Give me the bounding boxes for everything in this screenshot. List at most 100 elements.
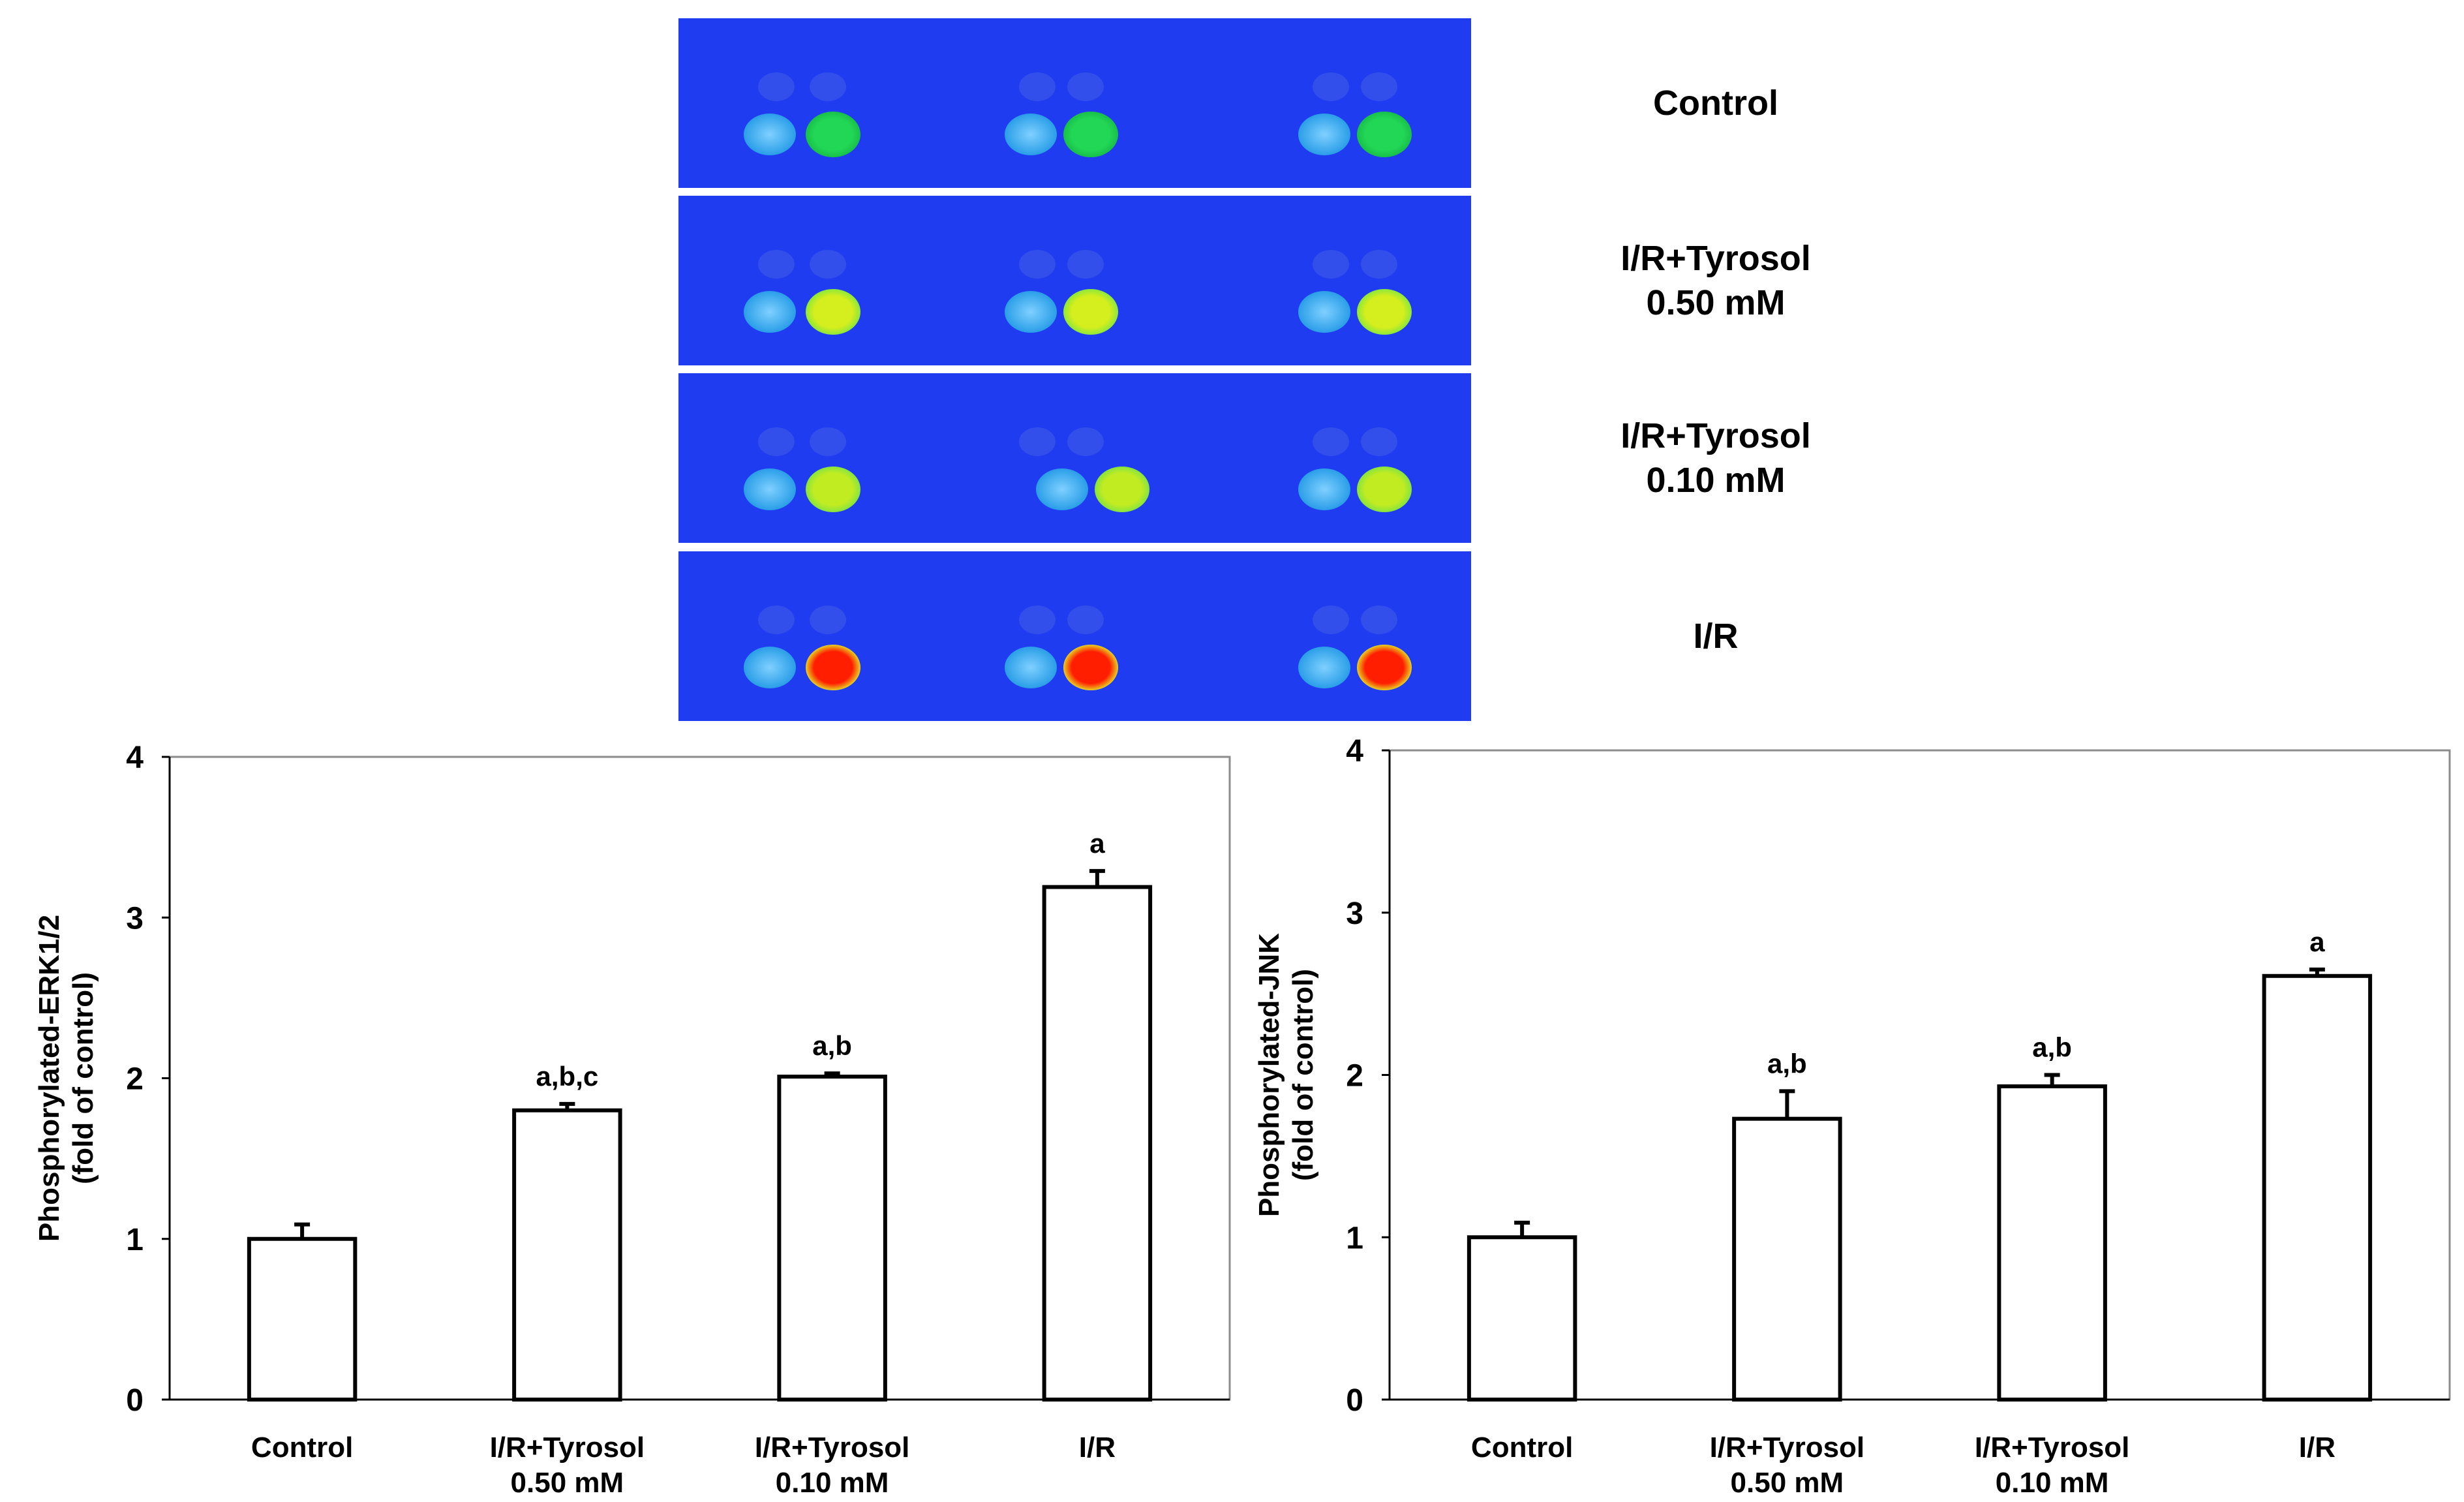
x-tick-label: I/R+Tyrosol: [1975, 1432, 2130, 1464]
dot-blot-panel: [678, 18, 1471, 721]
reference-spot: [744, 291, 796, 333]
bar: [1467, 1235, 1577, 1402]
blot-faint-spot: [1067, 605, 1104, 634]
x-tick-label: 0.50 mM: [1731, 1467, 1844, 1499]
bar: [777, 1075, 887, 1402]
phospho-spot: [806, 467, 860, 512]
y-tick-label: 3: [126, 901, 144, 936]
phospho-spot: [806, 112, 860, 157]
reference-spot: [1298, 647, 1350, 688]
bar: [1732, 1116, 1842, 1402]
blot-faint-spot: [1019, 250, 1056, 279]
x-tick-label: I/R+Tyrosol: [1710, 1432, 1865, 1464]
y-tick-label: 1: [1346, 1221, 1363, 1255]
blot-faint-spot: [810, 72, 846, 101]
y-tick-label: 0: [1346, 1383, 1363, 1418]
blot-faint-spot: [1067, 427, 1104, 456]
reference-spot: [1005, 114, 1057, 155]
blot-faint-spot: [1067, 250, 1104, 279]
blot-row-label-line: 0.50 mM: [1646, 283, 1786, 322]
phospho-spot: [1357, 289, 1412, 335]
y-axis-label-line: Phosphorylated-ERK1/2: [33, 915, 65, 1242]
y-axis-label: Phosphorylated-JNK (fold of control): [1253, 933, 1319, 1217]
phospho-spot: [806, 289, 860, 335]
blot-row-label: Control: [1579, 81, 1853, 125]
y-tick-label: 2: [1346, 1059, 1363, 1094]
blot-row-label-line: I/R+Tyrosol: [1620, 416, 1811, 455]
reference-spot: [1298, 114, 1350, 155]
blot-row-label-line: I/R: [1693, 617, 1739, 656]
blot-faint-spot: [1067, 72, 1104, 101]
blot-row-label-line: Control: [1653, 84, 1778, 123]
y-tick-label: 4: [126, 741, 144, 775]
phospho-spot: [1357, 645, 1412, 690]
x-tick-label: I/R+Tyrosol: [490, 1432, 645, 1464]
blot-faint-spot: [1313, 605, 1349, 634]
reference-spot: [1298, 468, 1350, 510]
x-tick-label: Control: [1471, 1432, 1573, 1464]
y-tick-label: 1: [126, 1223, 144, 1257]
phospho-spot: [1357, 467, 1412, 512]
blot-row-background: [678, 196, 1471, 365]
phospho-spot: [1063, 645, 1118, 690]
y-axis-label: Phosphorylated-ERK1/2 (fold of control): [33, 915, 99, 1242]
blot-faint-spot: [758, 605, 795, 634]
blot-row-background: [678, 18, 1471, 188]
x-tick-label: I/R: [1079, 1432, 1116, 1464]
blot-row-label: I/R: [1579, 614, 1853, 658]
blot-faint-spot: [1019, 72, 1056, 101]
bar: [2262, 973, 2373, 1402]
blot-faint-spot: [1361, 605, 1397, 634]
blot-row-label: I/R+Tyrosol 0.50 mM: [1579, 236, 1853, 325]
phospho-spot: [806, 645, 860, 690]
blot-faint-spot: [1313, 72, 1349, 101]
y-tick-label: 2: [126, 1062, 144, 1097]
blot-row-label-line: I/R+Tyrosol: [1620, 239, 1811, 278]
blot-faint-spot: [810, 427, 846, 456]
y-tick-label: 0: [126, 1383, 144, 1418]
blot-faint-spot: [1361, 250, 1397, 279]
bar: [247, 1236, 357, 1402]
bar: [512, 1108, 622, 1402]
blot-row-background: [678, 551, 1471, 721]
blot-faint-spot: [1313, 250, 1349, 279]
reference-spot: [744, 114, 796, 155]
blot-faint-spot: [1361, 427, 1397, 456]
reference-spot: [1298, 291, 1350, 333]
blot-row-label-line: 0.10 mM: [1646, 461, 1786, 500]
blot-faint-spot: [810, 605, 846, 634]
reference-spot: [1036, 468, 1088, 510]
y-axis-label-line: Phosphorylated-JNK: [1253, 933, 1285, 1217]
phospho-spot: [1095, 467, 1149, 512]
phospho-spot: [1357, 112, 1412, 157]
significance-label: a,b,c: [536, 1061, 599, 1092]
blot-faint-spot: [1361, 72, 1397, 101]
x-tick-label: I/R+Tyrosol: [755, 1432, 910, 1464]
reference-spot: [744, 647, 796, 688]
blot-faint-spot: [758, 72, 795, 101]
phospho-spot: [1063, 112, 1118, 157]
blot-faint-spot: [1019, 427, 1056, 456]
bar: [1042, 885, 1153, 1402]
bar: [1997, 1084, 2107, 1402]
x-tick-label: I/R: [2299, 1432, 2335, 1464]
blot-faint-spot: [1313, 427, 1349, 456]
y-tick-label: 3: [1346, 897, 1363, 931]
x-tick-label: 0.10 mM: [776, 1467, 889, 1499]
x-tick-label: Control: [251, 1432, 353, 1464]
blot-faint-spot: [758, 427, 795, 456]
x-tick-label: 0.10 mM: [1996, 1467, 2109, 1499]
significance-label: a: [2309, 927, 2325, 957]
blot-faint-spot: [810, 250, 846, 279]
y-axis-label-line: (fold of control): [1287, 969, 1319, 1181]
blot-row-label: I/R+Tyrosol 0.10 mM: [1579, 414, 1853, 502]
reference-spot: [744, 468, 796, 510]
blot-faint-spot: [758, 250, 795, 279]
reference-spot: [1005, 291, 1057, 333]
significance-label: a,b: [2032, 1032, 2072, 1063]
significance-label: a,b: [1767, 1048, 1807, 1079]
significance-label: a,b: [812, 1030, 852, 1061]
phospho-spot: [1063, 289, 1118, 335]
reference-spot: [1005, 647, 1057, 688]
